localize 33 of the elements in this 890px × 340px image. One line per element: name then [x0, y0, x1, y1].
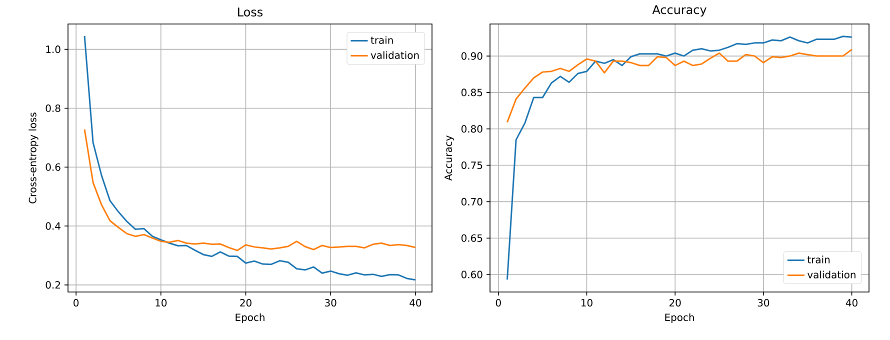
y-tick-label: 0.60: [461, 270, 482, 278]
x-tick-label: 30: [325, 299, 336, 307]
y-tick-label: 0.4: [46, 222, 60, 230]
y-tick-label: 0.80: [461, 125, 482, 133]
x-tick-label: 30: [758, 299, 770, 307]
x-tick-label: 40: [846, 299, 858, 307]
x-axis-title: Epoch: [236, 313, 264, 324]
chart-title: Accuracy: [652, 5, 706, 16]
x-axis-title: Epoch: [665, 313, 694, 324]
x-tick-label: 10: [156, 299, 167, 307]
line-series: [84, 128, 416, 252]
y-tick-label: 0.75: [461, 162, 482, 170]
y-tick-label: 1.0: [46, 46, 60, 54]
y-tick-label: 0.85: [461, 88, 482, 96]
x-tick-label: 20: [240, 299, 252, 307]
y-tick-label: 0.70: [461, 198, 482, 206]
legend-label: train: [370, 36, 393, 44]
y-tick-label: 0.90: [461, 52, 482, 60]
y-tick-label: 0.6: [46, 163, 60, 171]
y-axis-title: Cross-entropy loss: [28, 112, 38, 204]
x-tick-label: 0: [74, 299, 79, 307]
legend-label: train: [807, 256, 830, 264]
legend-label: validation: [370, 51, 419, 59]
chart-title: Loss: [238, 8, 263, 17]
y-axis-title: Accuracy: [444, 136, 454, 181]
y-tick-label: 0.8: [46, 104, 60, 112]
x-tick-label: 10: [582, 299, 592, 307]
x-tick-label: 20: [669, 299, 681, 307]
x-tick-label: 40: [410, 299, 422, 307]
y-tick-label: 0.2: [46, 281, 60, 289]
y-tick-label: 0.65: [461, 234, 482, 242]
x-tick-label: 0: [496, 299, 501, 307]
legend-label: validation: [807, 270, 856, 278]
